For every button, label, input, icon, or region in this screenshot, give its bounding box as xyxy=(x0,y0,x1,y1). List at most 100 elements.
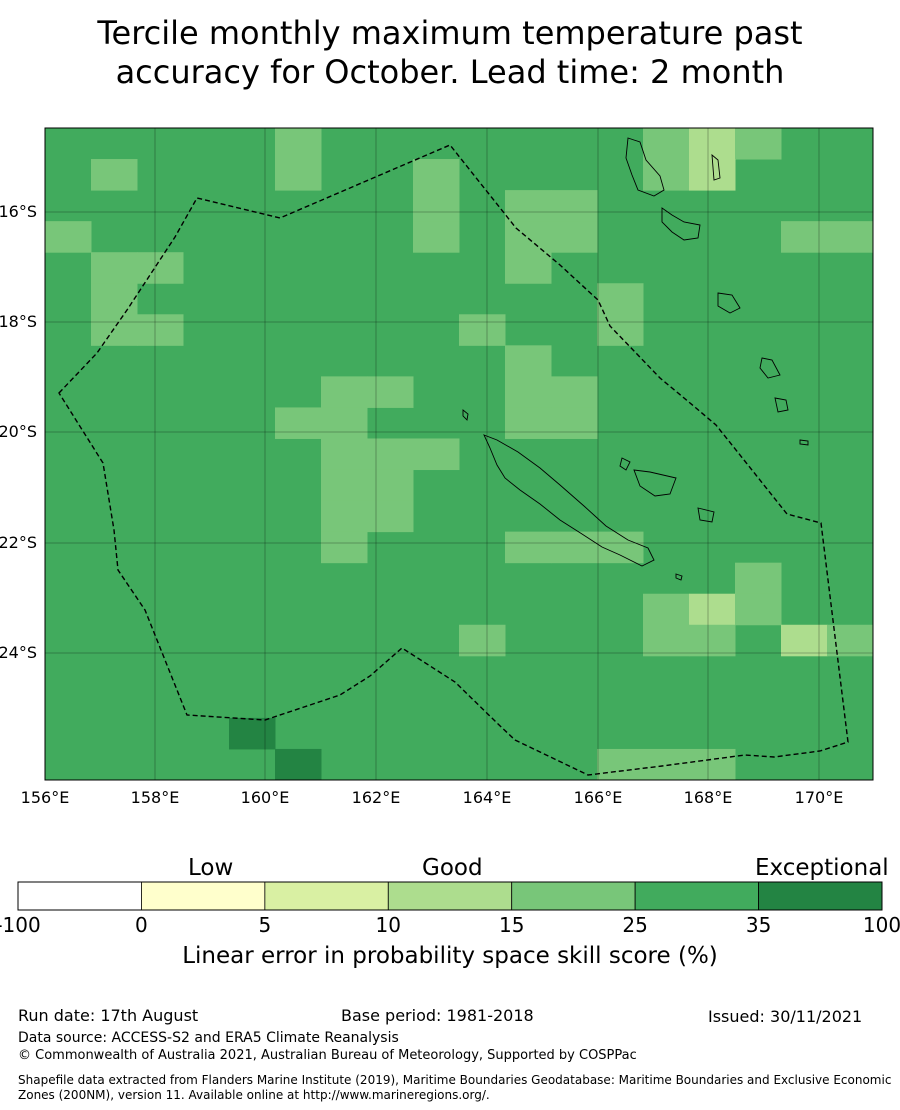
skill-cell xyxy=(137,252,184,284)
colorbar-frame xyxy=(17,881,883,911)
skill-cell xyxy=(367,438,414,471)
data-source: Data source: ACCESS-S2 and ERA5 Climate … xyxy=(18,1030,399,1046)
skill-cell xyxy=(275,159,322,191)
loyalty-mare-island xyxy=(697,507,715,523)
vanuatu-efate-island xyxy=(717,292,741,314)
colorbar-word-exceptional: Exceptional xyxy=(755,855,889,881)
skill-cell xyxy=(827,221,874,253)
colorbar-segment xyxy=(17,881,142,911)
colorbar-tick-label: 25 xyxy=(622,913,647,937)
skill-cell xyxy=(781,624,828,657)
skill-cell xyxy=(275,407,322,439)
axis-tick-labels: 156°E 158°E 160°E 162°E 164°E 166°E 168°E 170°E… xyxy=(0,202,843,807)
lon-tick-label: 164°E xyxy=(463,788,512,807)
skill-cell xyxy=(413,159,460,191)
skill-cell xyxy=(321,469,368,502)
skill-cell xyxy=(459,314,506,346)
lat-tick-label: 22°S xyxy=(0,533,37,552)
colorbar-tick-label: 5 xyxy=(258,913,271,937)
skill-cell xyxy=(735,128,782,160)
colorbar xyxy=(17,881,883,911)
colorbar-tick-label: 0 xyxy=(135,913,148,937)
skill-cell xyxy=(367,500,414,533)
skill-cell xyxy=(735,593,782,626)
skill-cell xyxy=(643,593,690,626)
skill-cell xyxy=(505,190,552,222)
skill-cell xyxy=(229,717,276,750)
skill-cell xyxy=(367,469,414,502)
skill-map: 156°E 158°E 160°E 162°E 164°E 166°E 168°E 170°E… xyxy=(0,127,900,937)
new-caledonia-island xyxy=(483,434,655,567)
lon-tick-label: 158°E xyxy=(131,788,180,807)
matthew-island xyxy=(799,439,809,446)
colorbar-segment xyxy=(264,881,389,911)
issued-date: Issued: 30/11/2021 xyxy=(708,1007,863,1026)
skill-cell xyxy=(551,407,598,439)
skill-cell xyxy=(689,748,736,781)
skill-cell xyxy=(91,314,138,346)
lon-tick-label: 162°E xyxy=(352,788,401,807)
skill-cell xyxy=(413,190,460,222)
colorbar-tick-labels: -100 0 5 10 15 25 35 100 xyxy=(0,913,900,937)
skill-cell xyxy=(505,221,552,253)
skill-cell xyxy=(321,407,368,439)
skill-cell xyxy=(551,190,598,222)
skill-cell xyxy=(91,252,138,284)
lat-tick-label: 16°S xyxy=(0,202,37,221)
colorbar-tick-label: 10 xyxy=(376,913,401,937)
isle-of-pines-island xyxy=(675,573,683,581)
skill-cell xyxy=(505,345,552,377)
base-period: Base period: 1981-2018 xyxy=(341,1006,534,1025)
lon-tick-label: 166°E xyxy=(574,788,623,807)
skill-cell xyxy=(321,531,368,564)
vanuatu-espiritu-santo-island xyxy=(625,137,665,197)
skill-cell xyxy=(459,624,506,657)
skill-cell xyxy=(275,128,322,160)
colorbar-tick-label: 35 xyxy=(746,913,771,937)
skill-cell xyxy=(781,221,828,253)
lon-tick-label: 156°E xyxy=(21,788,70,807)
colorbar-segment xyxy=(511,881,636,911)
colorbar-segment xyxy=(141,881,266,911)
skill-cell xyxy=(689,624,736,657)
skill-cell xyxy=(321,376,368,408)
skill-cell xyxy=(505,407,552,439)
skill-cell xyxy=(643,624,690,657)
colorbar-tick-label: 15 xyxy=(499,913,524,937)
skill-cell xyxy=(367,376,414,408)
lat-tick-label: 24°S xyxy=(0,643,37,662)
skill-cell xyxy=(689,593,736,626)
loyalty-ouvea-island xyxy=(619,457,631,471)
vanuatu-malekula-island xyxy=(661,207,701,241)
skill-cell xyxy=(643,159,690,191)
coastlines xyxy=(462,137,809,581)
vanuatu-northern-island xyxy=(711,153,721,181)
skill-cell xyxy=(137,314,184,346)
skill-cell xyxy=(689,159,736,191)
colorbar-segment xyxy=(387,881,513,911)
skill-cell xyxy=(91,159,138,191)
skill-cell xyxy=(321,500,368,533)
colorbar-segment xyxy=(634,881,759,911)
skill-cell xyxy=(275,748,322,781)
skill-cell xyxy=(321,438,368,471)
skill-cell xyxy=(597,748,644,781)
skill-grid xyxy=(45,128,874,781)
colorbar-segment xyxy=(758,881,883,911)
lat-tick-label: 18°S xyxy=(0,312,37,331)
shapefile-credit: Shapefile data extracted from Flanders M… xyxy=(18,1073,892,1102)
skill-cell xyxy=(643,748,690,781)
loyalty-lifou-island xyxy=(633,469,677,497)
skill-cell xyxy=(505,252,552,284)
vanuatu-erromango-island xyxy=(759,357,781,379)
colorbar-word-low: Low xyxy=(188,855,234,881)
skill-cell xyxy=(643,128,690,160)
map-frame xyxy=(44,127,874,781)
skill-cell xyxy=(91,283,138,315)
skill-cell xyxy=(597,283,644,315)
run-date: Run date: 17th August xyxy=(18,1006,199,1025)
skill-cell xyxy=(413,438,460,471)
skill-cell xyxy=(597,531,644,564)
skill-cell xyxy=(735,562,782,595)
lon-tick-label: 168°E xyxy=(684,788,733,807)
